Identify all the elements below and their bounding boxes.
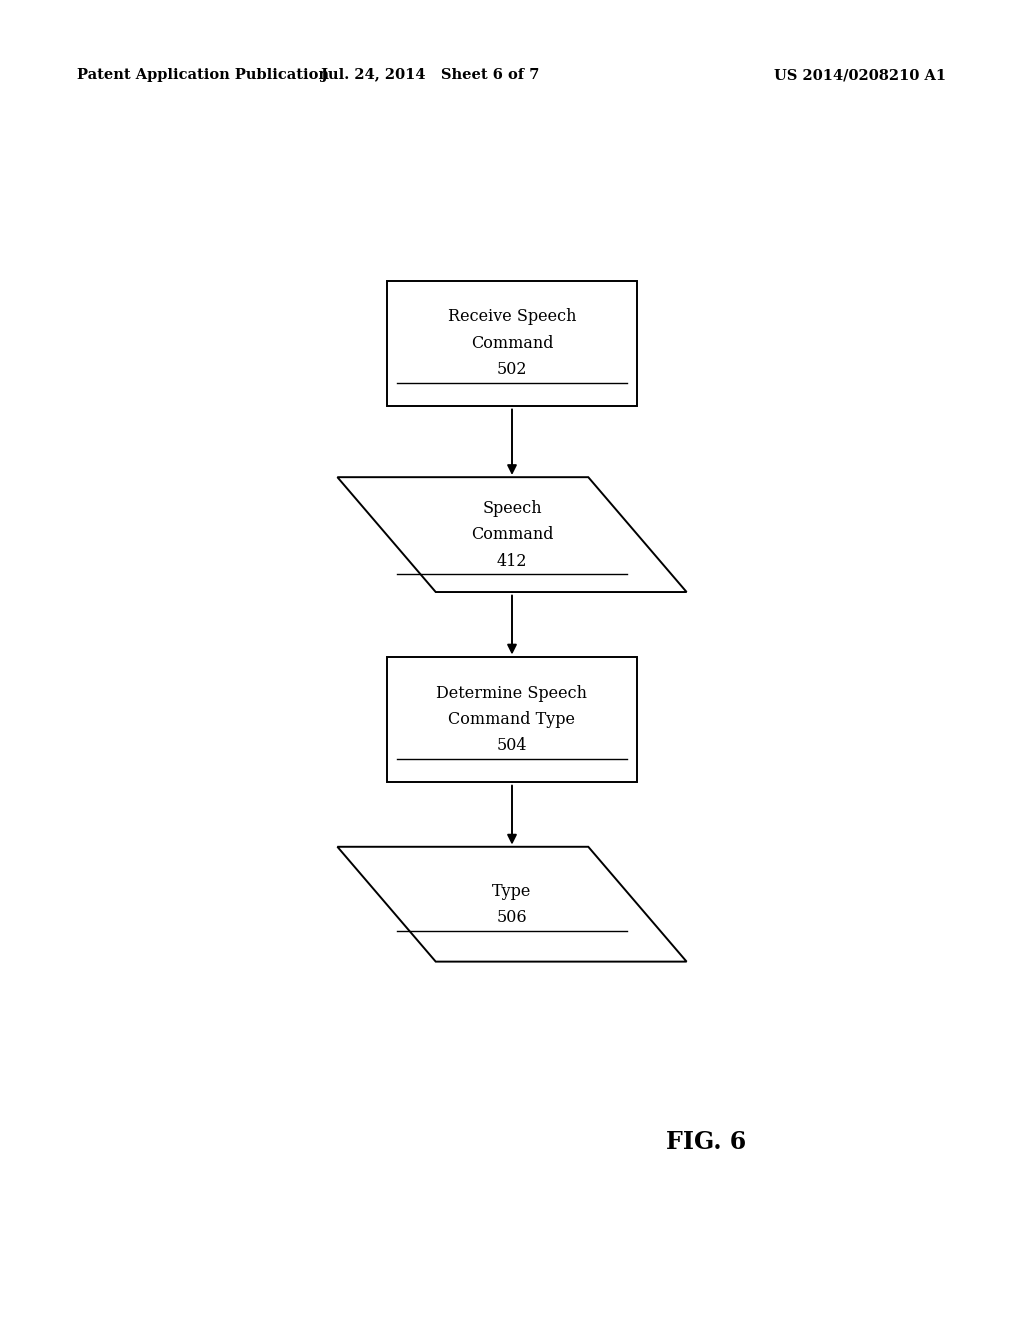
Text: Determine Speech: Determine Speech bbox=[436, 685, 588, 701]
Text: Jul. 24, 2014   Sheet 6 of 7: Jul. 24, 2014 Sheet 6 of 7 bbox=[321, 69, 540, 82]
Text: FIG. 6: FIG. 6 bbox=[667, 1130, 746, 1154]
Text: Receive Speech: Receive Speech bbox=[447, 309, 577, 325]
Text: US 2014/0208210 A1: US 2014/0208210 A1 bbox=[774, 69, 946, 82]
Text: 412: 412 bbox=[497, 553, 527, 569]
Text: Command: Command bbox=[471, 335, 553, 351]
Bar bbox=[387, 656, 637, 781]
Text: Command: Command bbox=[471, 527, 553, 543]
Polygon shape bbox=[338, 847, 687, 961]
Text: 506: 506 bbox=[497, 909, 527, 925]
Text: 504: 504 bbox=[497, 738, 527, 754]
Text: 502: 502 bbox=[497, 362, 527, 378]
Text: Command Type: Command Type bbox=[449, 711, 575, 727]
Bar bbox=[387, 281, 637, 407]
Text: Patent Application Publication: Patent Application Publication bbox=[77, 69, 329, 82]
Text: Type: Type bbox=[493, 883, 531, 899]
Text: Speech: Speech bbox=[482, 500, 542, 516]
Polygon shape bbox=[338, 478, 687, 591]
